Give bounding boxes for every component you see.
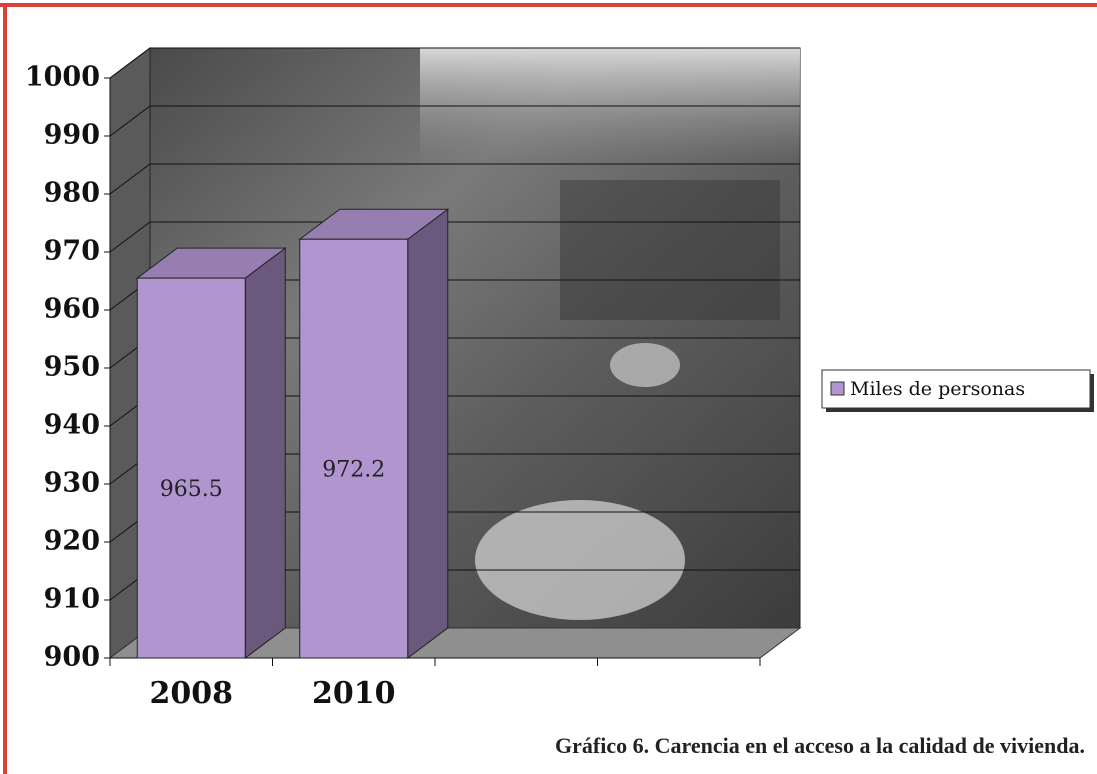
grid-line bbox=[109, 47, 800, 79]
y-tick-label: 940 bbox=[44, 410, 100, 441]
y-tick-label: 980 bbox=[44, 178, 100, 209]
y-tick-label: 970 bbox=[44, 236, 100, 267]
y-tick-label: 1000 bbox=[25, 62, 100, 93]
y-tick-label: 960 bbox=[44, 294, 100, 325]
bar bbox=[298, 208, 450, 659]
bar-side bbox=[244, 247, 286, 659]
data-label: 965.5 bbox=[160, 477, 223, 502]
bar-side bbox=[407, 208, 449, 659]
bar bbox=[135, 247, 287, 659]
legend-swatch bbox=[830, 381, 845, 396]
legend-label: Miles de personas bbox=[850, 378, 1025, 400]
bar-front bbox=[136, 277, 246, 659]
y-tick-label: 990 bbox=[44, 120, 100, 151]
y-tick-label: 900 bbox=[44, 642, 100, 673]
y-tick-label: 920 bbox=[44, 526, 100, 557]
data-label: 972.2 bbox=[322, 458, 385, 483]
legend-box bbox=[821, 369, 1091, 409]
bar-front bbox=[299, 238, 409, 659]
grid-line bbox=[109, 105, 800, 137]
x-tick-label: 2008 bbox=[150, 676, 234, 711]
chart-caption: Gráfico 6. Carencia en el acceso a la ca… bbox=[555, 733, 1085, 758]
y-tick-label: 930 bbox=[44, 468, 100, 499]
y-tick-label: 950 bbox=[44, 352, 100, 383]
legend: Miles de personas bbox=[821, 369, 1094, 412]
x-tick-label: 2010 bbox=[312, 676, 396, 711]
grid-line bbox=[109, 221, 800, 253]
grid-line bbox=[109, 163, 800, 195]
y-tick-label: 910 bbox=[44, 584, 100, 615]
